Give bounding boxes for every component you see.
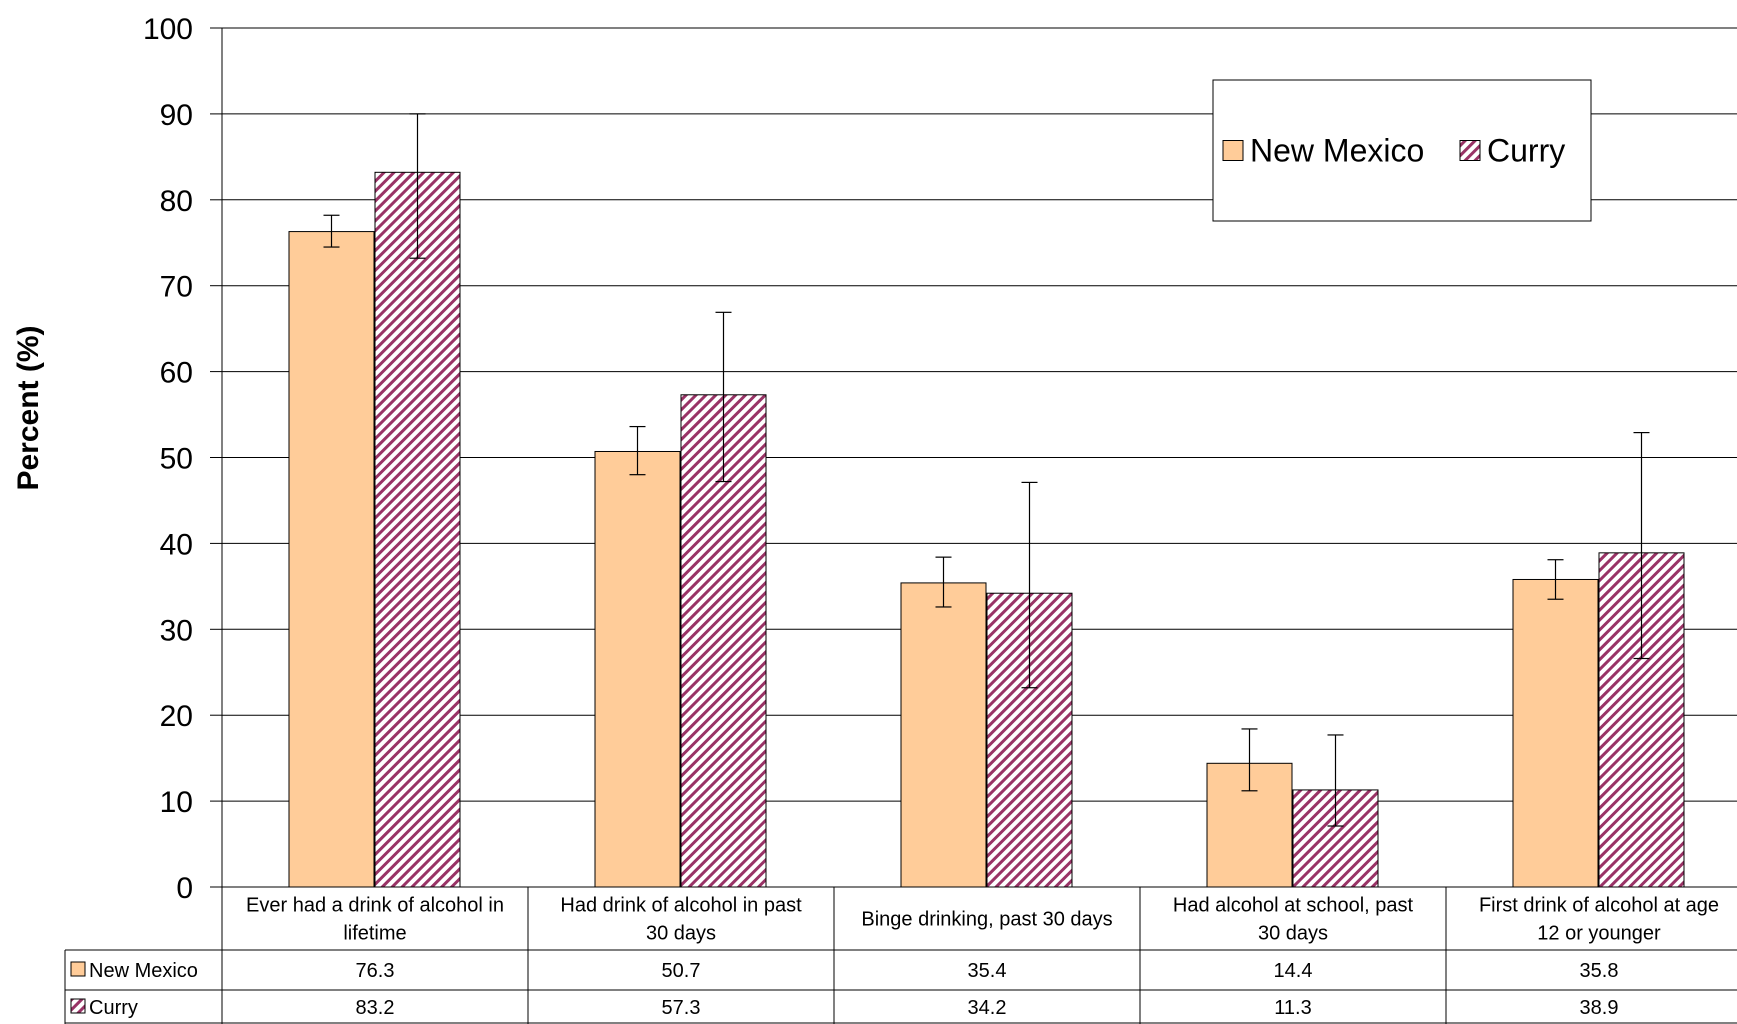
category-label: lifetime <box>343 923 406 945</box>
y-tick-label: 0 <box>176 872 193 905</box>
table-cell: 14.4 <box>1274 960 1313 982</box>
gridlines <box>222 27 1737 802</box>
y-tick-label: 40 <box>160 528 193 561</box>
category-label: 30 days <box>646 923 716 945</box>
table-cell: 34.2 <box>968 997 1007 1019</box>
row-header: Curry <box>89 997 138 1019</box>
row-header: New Mexico <box>89 960 198 982</box>
legend-swatch <box>1459 140 1481 161</box>
y-tick-label: 50 <box>160 443 193 476</box>
y-tick-label: 90 <box>160 99 193 132</box>
y-tick-label: 30 <box>160 614 193 647</box>
y-tick-label: 80 <box>160 185 193 218</box>
bars <box>288 171 1685 888</box>
bar-new-mexico <box>900 582 987 888</box>
y-tick-label: 20 <box>160 700 193 733</box>
table-cell: 35.4 <box>968 960 1007 982</box>
bar-new-mexico <box>1512 578 1599 888</box>
category-label: 30 days <box>1258 923 1328 945</box>
legend-label: Curry <box>1487 133 1565 169</box>
table-cell: 83.2 <box>356 997 395 1019</box>
legend-key-swatch <box>70 998 86 1014</box>
category-label: Binge drinking, past 30 days <box>861 909 1112 931</box>
table-cell: 57.3 <box>662 997 701 1019</box>
error-bars <box>323 113 1650 827</box>
category-label: 12 or younger <box>1537 923 1661 945</box>
y-axis-label: Percent (%) <box>12 325 45 490</box>
category-label: Ever had a drink of alcohol in <box>246 895 504 917</box>
y-axis: 0 10 20 30 40 50 60 70 80 90 100 <box>143 13 223 905</box>
table-cell: 11.3 <box>1274 997 1311 1019</box>
category-label: First drink of alcohol at age <box>1479 895 1719 917</box>
table-cell: 38.9 <box>1580 997 1619 1019</box>
bar-new-mexico <box>594 450 681 888</box>
legend-label: New Mexico <box>1250 133 1424 169</box>
y-tick-label: 10 <box>160 786 193 819</box>
table-cell: 50.7 <box>662 960 701 982</box>
y-tick-label: 100 <box>143 13 193 46</box>
legend-swatch <box>1222 140 1244 161</box>
data-table: Ever had a drink of alcohol in lifetime Ha… <box>64 886 1737 1024</box>
legend-key-swatch <box>70 961 86 977</box>
legend-box <box>1212 79 1592 222</box>
y-tick-label: 70 <box>160 271 193 304</box>
category-label: Had alcohol at school, past <box>1173 895 1414 917</box>
table-cell: 76.3 <box>356 960 395 982</box>
bar-curry <box>374 171 461 888</box>
legend: New Mexico Curry <box>1212 79 1592 222</box>
y-tick-label: 60 <box>160 357 193 390</box>
table-cell: 35.8 <box>1580 960 1619 982</box>
bar-new-mexico <box>288 231 375 888</box>
category-label: Had drink of alcohol in past <box>560 895 802 917</box>
